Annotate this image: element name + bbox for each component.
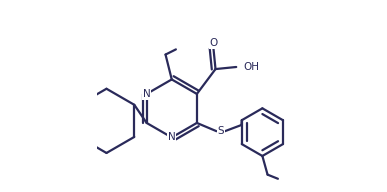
Text: N: N <box>143 89 151 99</box>
Text: S: S <box>217 126 224 136</box>
Text: O: O <box>209 38 217 48</box>
Text: N: N <box>168 132 176 142</box>
Text: OH: OH <box>243 62 259 72</box>
